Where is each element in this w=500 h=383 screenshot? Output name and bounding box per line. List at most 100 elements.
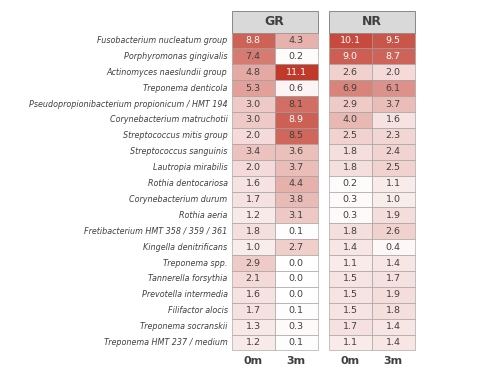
Text: 4.3: 4.3 <box>288 36 304 45</box>
Text: Treponema spp.: Treponema spp. <box>163 259 228 267</box>
Bar <box>372 128 414 144</box>
Text: 1.3: 1.3 <box>246 322 260 331</box>
Text: 9.5: 9.5 <box>386 36 400 45</box>
Text: 2.5: 2.5 <box>386 163 400 172</box>
Text: 0.3: 0.3 <box>342 195 357 204</box>
Text: Filifactor alocis: Filifactor alocis <box>168 306 228 315</box>
Text: 0.2: 0.2 <box>288 52 304 61</box>
Bar <box>274 144 318 160</box>
Text: 3.7: 3.7 <box>386 100 400 108</box>
Text: Treponema denticola: Treponema denticola <box>143 84 228 93</box>
Text: 8.5: 8.5 <box>288 131 304 140</box>
Bar <box>232 255 274 271</box>
Text: Corynebacterium matruchotii: Corynebacterium matruchotii <box>110 116 228 124</box>
Bar <box>328 96 372 112</box>
Bar <box>274 239 318 255</box>
Text: 2.9: 2.9 <box>246 259 260 267</box>
Text: Fretibacterium HMT 358 / 359 / 361: Fretibacterium HMT 358 / 359 / 361 <box>84 227 228 236</box>
Text: 0m: 0m <box>340 356 359 366</box>
Bar <box>372 287 414 303</box>
Text: 1.2: 1.2 <box>246 338 260 347</box>
Text: 3.1: 3.1 <box>288 211 304 220</box>
Text: 1.4: 1.4 <box>386 338 400 347</box>
Bar <box>328 271 372 287</box>
Text: 1.1: 1.1 <box>342 259 357 267</box>
Bar <box>372 144 414 160</box>
Bar <box>274 33 318 48</box>
Text: 1.5: 1.5 <box>342 275 357 283</box>
Text: 1.5: 1.5 <box>342 290 357 299</box>
Text: 1.7: 1.7 <box>246 195 260 204</box>
Text: 2.1: 2.1 <box>246 275 260 283</box>
Text: 3m: 3m <box>384 356 402 366</box>
Text: 1.8: 1.8 <box>342 147 357 156</box>
Bar <box>372 303 414 319</box>
Text: 2.6: 2.6 <box>386 227 400 236</box>
Bar <box>274 64 318 80</box>
Text: 0.0: 0.0 <box>288 259 304 267</box>
Text: Streptococcus mitis group: Streptococcus mitis group <box>123 131 228 140</box>
Bar <box>232 128 274 144</box>
Text: 3.7: 3.7 <box>288 163 304 172</box>
Text: 0.1: 0.1 <box>288 227 304 236</box>
Bar <box>232 33 274 48</box>
Text: 2.9: 2.9 <box>342 100 357 108</box>
Bar <box>372 255 414 271</box>
Text: GR: GR <box>264 15 284 28</box>
Bar <box>274 271 318 287</box>
Bar <box>328 239 372 255</box>
Bar <box>328 64 372 80</box>
Text: 1.7: 1.7 <box>246 306 260 315</box>
Text: 6.9: 6.9 <box>342 84 357 93</box>
Text: 3.0: 3.0 <box>246 100 260 108</box>
Text: 0.0: 0.0 <box>288 290 304 299</box>
Bar <box>232 335 274 350</box>
Text: 3m: 3m <box>286 356 306 366</box>
Bar <box>328 223 372 239</box>
Bar <box>372 80 414 96</box>
Bar <box>328 11 414 33</box>
Text: NR: NR <box>362 15 382 28</box>
Bar <box>372 64 414 80</box>
Bar <box>274 96 318 112</box>
Bar <box>372 175 414 192</box>
Text: 2.5: 2.5 <box>342 131 357 140</box>
Text: 1.6: 1.6 <box>246 290 260 299</box>
Text: Kingella denitrificans: Kingella denitrificans <box>144 243 228 252</box>
Text: 1.0: 1.0 <box>246 243 260 252</box>
Text: 0.1: 0.1 <box>288 338 304 347</box>
Text: 0m: 0m <box>244 356 262 366</box>
Text: 8.9: 8.9 <box>288 116 304 124</box>
Bar <box>372 335 414 350</box>
Text: 9.0: 9.0 <box>342 52 357 61</box>
Bar <box>232 319 274 335</box>
Text: Treponema socranskii: Treponema socranskii <box>140 322 228 331</box>
Bar <box>328 335 372 350</box>
Bar <box>328 112 372 128</box>
Text: Pseudopropionibacterium propionicum / HMT 194: Pseudopropionibacterium propionicum / HM… <box>29 100 228 108</box>
Text: Fusobacterium nucleatum group: Fusobacterium nucleatum group <box>97 36 228 45</box>
Text: 1.8: 1.8 <box>342 227 357 236</box>
Bar <box>274 335 318 350</box>
Bar <box>328 287 372 303</box>
Text: Treponema HMT 237 / medium: Treponema HMT 237 / medium <box>104 338 228 347</box>
Text: 1.8: 1.8 <box>342 163 357 172</box>
Text: 2.0: 2.0 <box>246 131 260 140</box>
Bar <box>232 112 274 128</box>
Bar <box>274 128 318 144</box>
Bar <box>232 175 274 192</box>
Text: 0.6: 0.6 <box>288 84 304 93</box>
Text: 0.0: 0.0 <box>288 275 304 283</box>
Bar <box>372 33 414 48</box>
Text: Lautropia mirabilis: Lautropia mirabilis <box>153 163 228 172</box>
Text: Streptococcus sanguinis: Streptococcus sanguinis <box>130 147 228 156</box>
Bar <box>274 208 318 223</box>
Bar <box>372 271 414 287</box>
Text: 11.1: 11.1 <box>286 68 306 77</box>
Text: 1.4: 1.4 <box>386 322 400 331</box>
Bar <box>274 255 318 271</box>
Bar <box>274 192 318 208</box>
Bar <box>372 239 414 255</box>
Bar <box>328 144 372 160</box>
Bar <box>328 255 372 271</box>
